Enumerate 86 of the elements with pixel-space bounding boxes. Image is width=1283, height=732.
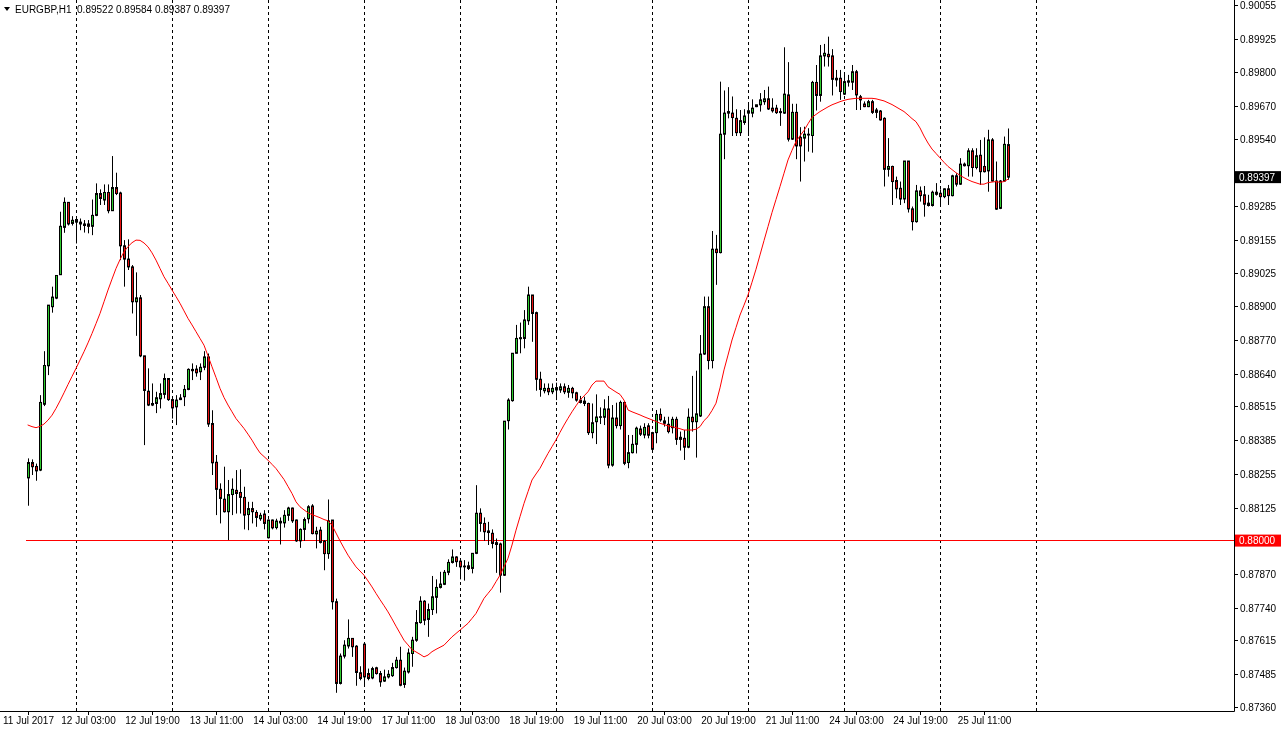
candlestick — [435, 578, 438, 614]
x-tick-label: 19 Jul 11:00 — [573, 715, 628, 726]
candlestick — [163, 373, 166, 400]
y-tick-label: 0.88125 — [1240, 503, 1277, 514]
y-tick-label: 0.87360 — [1240, 702, 1277, 713]
y-tick-label: 0.87485 — [1240, 669, 1277, 680]
x-tick-label: 11 Jul 2017 — [3, 715, 55, 726]
candlestick — [491, 528, 494, 549]
y-tick-label: 0.88770 — [1240, 335, 1277, 346]
x-tick-label: 18 Jul 19:00 — [509, 715, 565, 726]
x-tick-label: 18 Jul 03:00 — [445, 715, 501, 726]
candlestick — [235, 469, 238, 515]
candlestick — [147, 367, 150, 407]
y-tick-label: 0.89925 — [1240, 34, 1277, 45]
y-tick-label: 0.88255 — [1240, 469, 1277, 480]
candlestick — [175, 394, 178, 426]
x-tick-label: 14 Jul 19:00 — [317, 715, 373, 726]
x-tick-label: 21 Jul 11:00 — [765, 715, 820, 726]
y-tick-label: 0.87615 — [1240, 635, 1277, 646]
y-tick-label: 0.89540 — [1240, 134, 1277, 145]
x-tick-label: 12 Jul 03:00 — [61, 715, 117, 726]
y-tick-label: 0.89800 — [1240, 67, 1277, 78]
candlestick — [979, 139, 982, 186]
candlestick — [959, 157, 962, 186]
x-tick-label: 25 Jul 11:00 — [957, 715, 1012, 726]
y-tick-label: 0.89155 — [1240, 235, 1277, 246]
candlestick — [739, 109, 742, 137]
x-tick-label: 12 Jul 19:00 — [125, 715, 181, 726]
candlestick — [675, 416, 678, 446]
candlestick — [855, 69, 858, 111]
candlestick — [223, 466, 226, 513]
candlestick — [839, 69, 842, 101]
candlestick — [635, 426, 638, 454]
y-tick-label: 0.89285 — [1240, 201, 1277, 212]
y-tick-label: 0.89670 — [1240, 101, 1277, 112]
candlestick — [155, 391, 158, 414]
candlestick — [251, 501, 254, 524]
y-tick-label: 0.89025 — [1240, 268, 1277, 279]
candlestick — [159, 382, 162, 409]
candlestick — [279, 516, 282, 545]
candlestick — [735, 108, 738, 137]
x-tick-label: 24 Jul 03:00 — [829, 715, 885, 726]
y-tick-label: 0.90055 — [1240, 0, 1277, 11]
candlestick — [983, 136, 986, 173]
candlestick — [239, 468, 242, 515]
candlestick — [803, 126, 806, 163]
candlestick — [759, 92, 762, 113]
candlestick — [423, 599, 426, 626]
chart-title: EURGBP,H1 0.89522 0.89584 0.89387 0.89397 — [15, 4, 231, 15]
x-tick-label: 24 Jul 19:00 — [893, 715, 949, 726]
candlestick — [519, 322, 522, 354]
y-tick-label: 0.87870 — [1240, 569, 1277, 580]
candlestick — [975, 147, 978, 170]
candlestick — [247, 501, 250, 531]
candlestick — [67, 201, 70, 227]
candlestick — [231, 477, 234, 516]
y-tick-label: 0.87740 — [1240, 603, 1277, 614]
candlestick — [227, 479, 230, 541]
candlestick — [243, 486, 246, 530]
candlestick — [971, 147, 974, 178]
x-tick-label: 17 Jul 11:00 — [381, 715, 436, 726]
candlestick — [303, 516, 306, 542]
candlestick — [591, 402, 594, 439]
candlestick — [923, 185, 926, 218]
y-tick-label: 0.88640 — [1240, 369, 1277, 380]
candlestick — [27, 457, 30, 507]
candlestick — [487, 521, 490, 546]
candlestick — [967, 147, 970, 178]
x-tick-label: 13 Jul 11:00 — [189, 715, 244, 726]
candlestick — [107, 183, 110, 214]
y-tick-label: 0.88515 — [1240, 401, 1277, 412]
text: 0.89397 — [1239, 171, 1276, 183]
y-tick-label: 0.88900 — [1240, 301, 1277, 312]
ref-line-label: 0.88000 — [1239, 535, 1276, 547]
x-tick-label: 20 Jul 03:00 — [637, 715, 693, 726]
x-tick-label: 20 Jul 19:00 — [701, 715, 757, 726]
candlestick — [483, 516, 486, 542]
candlestick — [431, 575, 434, 616]
candlestick — [731, 95, 734, 137]
candlestick — [831, 48, 834, 96]
x-tick-label: 14 Jul 03:00 — [253, 715, 309, 726]
candlestick — [111, 155, 114, 212]
candlestick — [891, 165, 894, 206]
y-tick-label: 0.88385 — [1240, 435, 1277, 446]
candlestick — [463, 559, 466, 582]
candlestick — [595, 393, 598, 445]
